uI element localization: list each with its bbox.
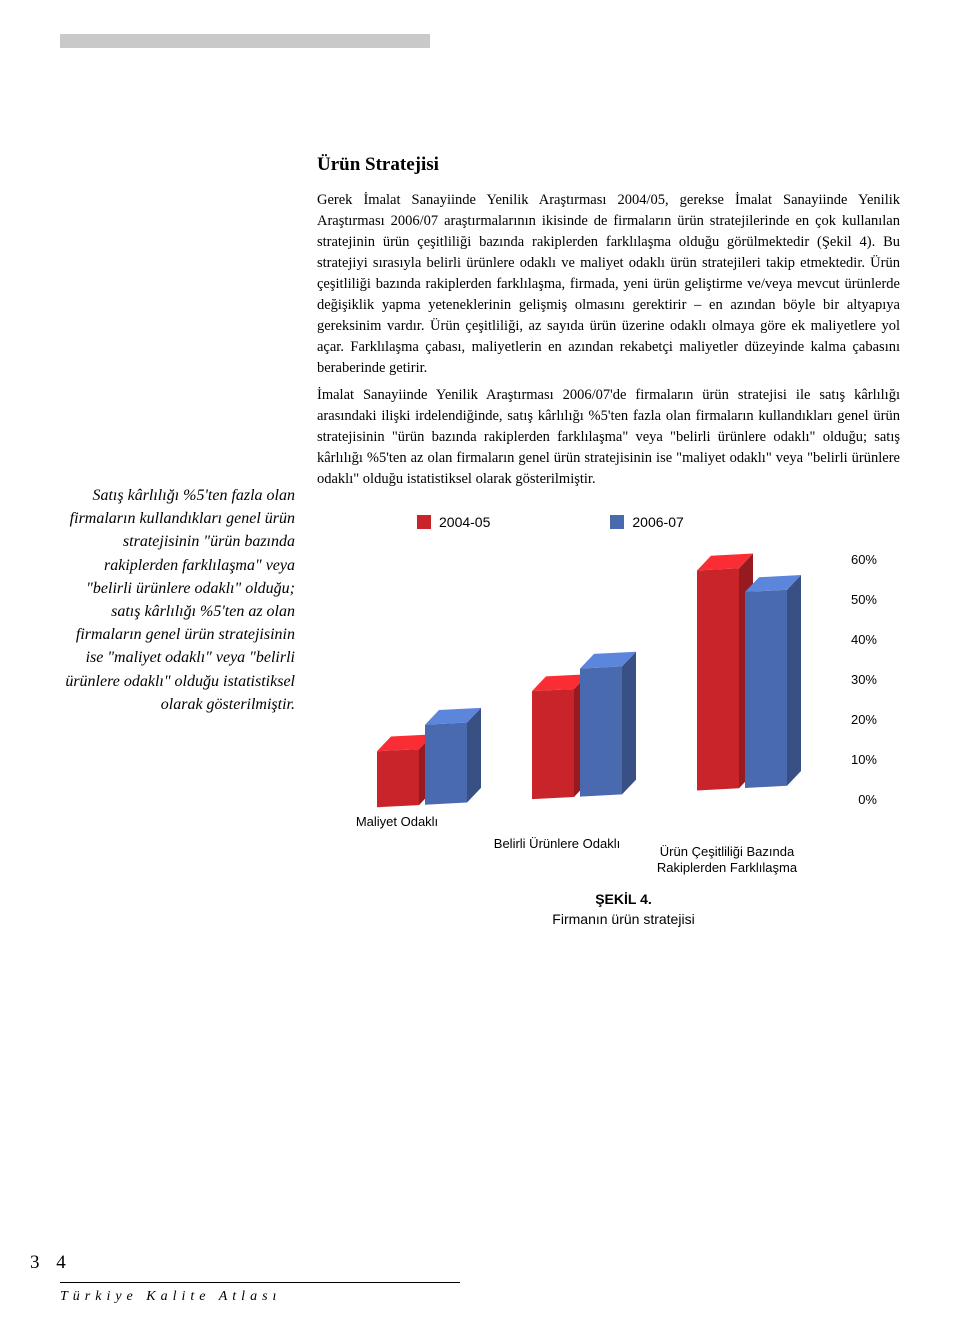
chart-caption: ŞEKİL 4. Firmanın ürün stratejisi: [347, 890, 900, 929]
bar: [425, 723, 467, 805]
y-tick: 60%: [851, 552, 877, 567]
caption-head: ŞEKİL 4.: [347, 890, 900, 910]
bar-group: [377, 802, 477, 807]
legend-swatch-icon: [610, 515, 624, 529]
bars-stage: [357, 544, 827, 809]
footer-rule: [60, 1282, 460, 1283]
page-number: 3 4: [30, 1252, 460, 1274]
bar: [532, 689, 574, 799]
body-paragraph-1: Gerek İmalat Sanayiinde Yenilik Araştırm…: [317, 190, 900, 379]
category-label: Belirli Ürünlere Odaklı: [477, 836, 637, 852]
body-paragraph-2: İmalat Sanayiinde Yenilik Araştırması 20…: [317, 385, 900, 490]
bar: [580, 667, 622, 797]
content-area: Satış kârlılığı %5'ten fazla olan firmal…: [60, 154, 900, 929]
chart-legend: 2004-05 2006-07: [347, 514, 900, 530]
y-tick: 20%: [851, 712, 877, 727]
category-label: Ürün Çeşitliliği Bazında Rakiplerden Far…: [647, 844, 807, 877]
category-label: Maliyet Odaklı: [317, 814, 477, 830]
bar: [697, 569, 739, 791]
footer-publication: Türkiye Kalite Atlası: [60, 1289, 460, 1305]
bar: [377, 749, 419, 807]
legend-label: 2006-07: [632, 514, 683, 530]
y-tick: 10%: [851, 752, 877, 767]
bar-group: [532, 794, 632, 799]
sidebar-quote-column: Satış kârlılığı %5'ten fazla olan firmal…: [60, 154, 295, 929]
bar-chart-3d: 60% 50% 40% 30% 20% 10% 0% Maliyet Odakl…: [347, 558, 877, 868]
legend-swatch-icon: [417, 515, 431, 529]
legend-item-2004: 2004-05: [417, 514, 490, 530]
pull-quote: Satış kârlılığı %5'ten fazla olan firmal…: [60, 484, 295, 716]
caption-body: Firmanın ürün stratejisi: [347, 910, 900, 930]
header-accent-bar: [60, 34, 430, 48]
legend-label: 2004-05: [439, 514, 490, 530]
y-tick: 0%: [858, 792, 877, 807]
chart-block: 2004-05 2006-07 60% 50% 40% 30% 20% 10% …: [317, 514, 900, 929]
page-footer: 3 4 Türkiye Kalite Atlası: [30, 1252, 460, 1305]
section-title: Ürün Stratejisi: [317, 154, 900, 176]
y-tick: 50%: [851, 592, 877, 607]
bar: [745, 590, 787, 788]
y-tick: 30%: [851, 672, 877, 687]
bar-group: [697, 785, 797, 790]
legend-item-2006: 2006-07: [610, 514, 683, 530]
main-column: Ürün Stratejisi Gerek İmalat Sanayiinde …: [317, 154, 900, 929]
y-tick: 40%: [851, 632, 877, 647]
y-axis-labels: 60% 50% 40% 30% 20% 10% 0%: [832, 558, 877, 798]
